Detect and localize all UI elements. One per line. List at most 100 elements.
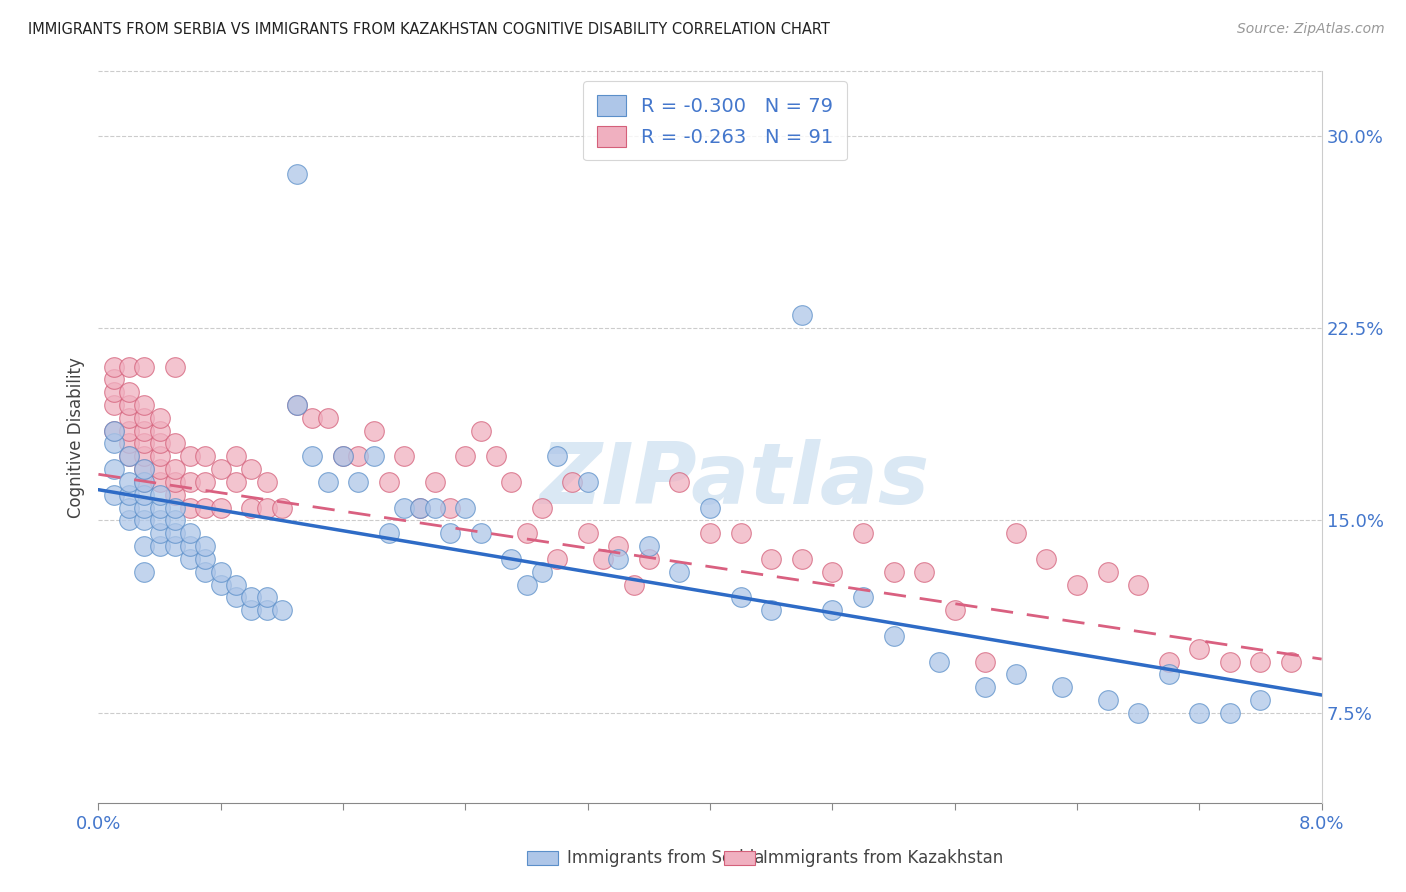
Point [790,308,813,322]
Point [149,450,172,464]
Point [240,462,263,476]
Point [1219,706,1241,720]
Point [163,462,186,476]
Point [592,552,614,566]
Point [149,410,172,425]
Point [301,410,323,425]
Point [439,526,461,541]
Point [974,681,997,695]
Point [332,450,354,464]
Point [240,500,263,515]
Point [637,552,661,566]
Text: Immigrants from Serbia: Immigrants from Serbia [567,849,763,867]
Point [392,500,416,515]
Point [103,462,125,476]
Point [530,500,553,515]
Point [546,552,568,566]
Point [1219,655,1241,669]
Point [1097,693,1119,707]
Point [118,450,141,464]
Point [699,526,721,541]
Point [1157,655,1180,669]
Point [134,475,156,489]
Point [163,539,186,553]
Point [454,450,477,464]
Point [928,655,950,669]
Point [423,475,446,489]
Point [852,591,875,605]
Point [1004,667,1026,681]
Point [179,539,201,553]
Point [149,514,172,528]
Point [256,500,278,515]
Point [821,565,844,579]
Point [103,359,125,374]
Point [363,424,385,438]
Point [163,500,186,515]
Point [1279,655,1302,669]
Point [883,629,905,643]
Point [759,552,782,566]
Point [179,450,201,464]
Point [530,565,553,579]
Point [194,552,217,566]
Point [209,577,232,591]
Point [118,410,141,425]
Point [103,398,125,412]
Point [163,359,186,374]
Point [301,450,323,464]
Legend: R = -0.300   N = 79, R = -0.263   N = 91: R = -0.300 N = 79, R = -0.263 N = 91 [583,81,846,161]
Point [134,488,156,502]
Point [225,591,247,605]
Point [134,410,156,425]
Point [607,552,630,566]
Text: Immigrants from Kazakhstan: Immigrants from Kazakhstan [763,849,1004,867]
Point [179,500,201,515]
Point [118,424,141,438]
Point [134,514,156,528]
Point [103,488,125,502]
Point [103,372,125,386]
Point [1035,552,1057,566]
Point [118,475,141,489]
Point [668,565,690,579]
Point [1249,655,1271,669]
Point [134,565,156,579]
Point [256,475,278,489]
Y-axis label: Cognitive Disability: Cognitive Disability [66,357,84,517]
Point [516,526,538,541]
Point [730,591,752,605]
Point [454,500,477,515]
Point [1050,681,1073,695]
Point [1097,565,1119,579]
Point [347,475,370,489]
Point [225,577,247,591]
Point [408,500,430,515]
Point [576,526,599,541]
Point [256,603,278,617]
Point [607,539,630,553]
Point [316,475,339,489]
Point [316,410,339,425]
Point [194,500,217,515]
Point [912,565,935,579]
Text: ZIPatlas: ZIPatlas [540,440,929,523]
Point [194,565,217,579]
Point [240,591,263,605]
Point [118,450,141,464]
Point [501,475,523,489]
Point [1004,526,1026,541]
Point [118,398,141,412]
Point [103,424,125,438]
Point [516,577,538,591]
Point [149,539,172,553]
Point [194,539,217,553]
Point [378,526,401,541]
Point [118,514,141,528]
Point [118,500,141,515]
Point [285,398,308,412]
Point [1188,641,1211,656]
Point [546,450,568,464]
Point [883,565,905,579]
Point [163,436,186,450]
